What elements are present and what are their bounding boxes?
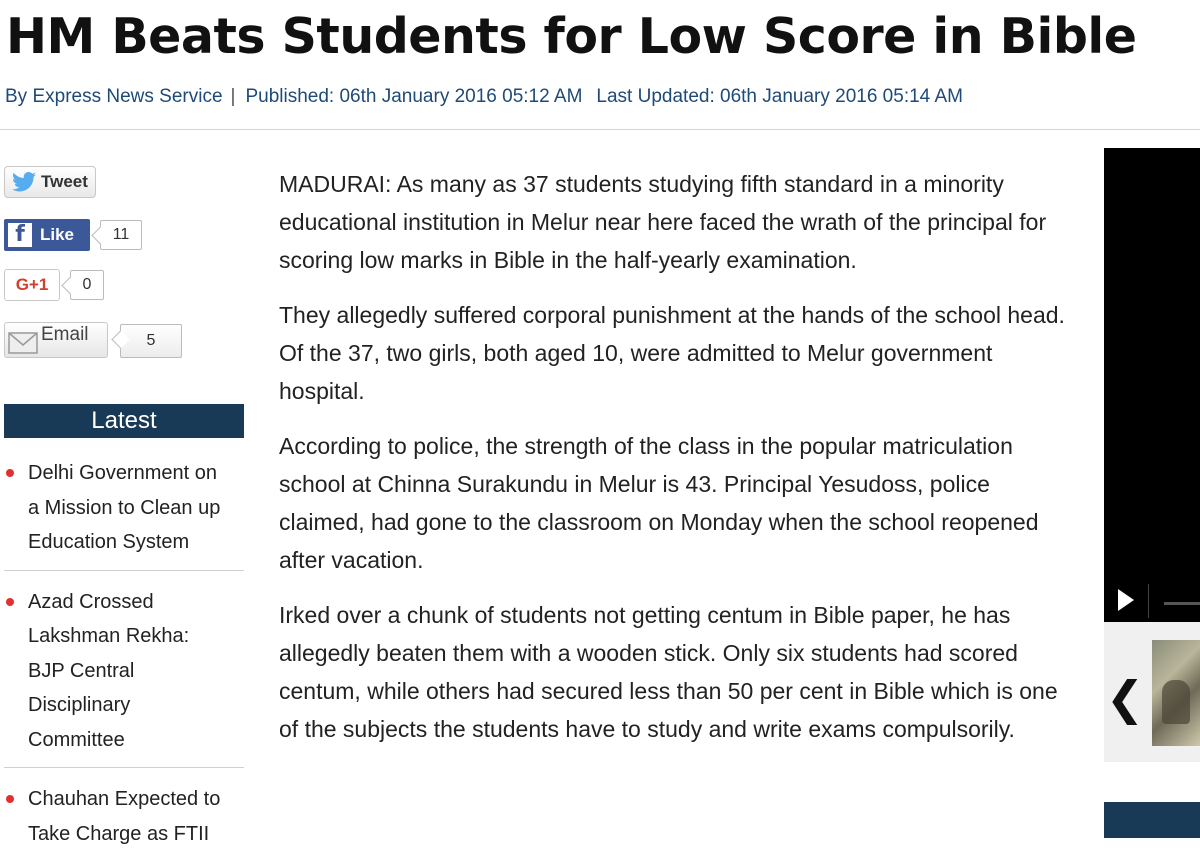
latest-item-line: Lakshman Rekha:: [28, 619, 244, 654]
latest-item-line: a Mission to Clean up: [28, 491, 244, 526]
byline-separator: |: [223, 86, 246, 107]
bullet-icon: [6, 598, 14, 606]
article-paragraph: According to police, the strength of the…: [279, 427, 1079, 579]
video-player[interactable]: [1104, 148, 1200, 622]
video-progress-bar[interactable]: [1164, 602, 1200, 605]
like-count: 11: [100, 220, 142, 250]
sidebar-widget-header: [1104, 802, 1200, 838]
bullet-icon: [6, 795, 14, 803]
email-button[interactable]: Email: [4, 322, 108, 358]
gplus-button[interactable]: G+1: [4, 269, 60, 301]
player-control-divider: [1148, 584, 1149, 618]
gplus-count: 0: [70, 270, 104, 300]
facebook-like-button[interactable]: f Like: [4, 219, 90, 251]
article-headline: HM Beats Students for Low Score in Bible: [6, 2, 1136, 72]
like-label: Like: [40, 225, 74, 245]
tweet-button[interactable]: Tweet: [4, 166, 96, 198]
latest-divider: [4, 767, 244, 768]
bullet-icon: [6, 469, 14, 477]
article-paragraph: Irked over a chunk of students not getti…: [279, 596, 1079, 748]
email-label: Email: [41, 324, 89, 346]
latest-item-line: Take Charge as FTII: [28, 817, 244, 851]
latest-item-line: Delhi Government on: [28, 456, 244, 491]
latest-item-line: Azad Crossed: [28, 585, 244, 620]
updated-date: Last Updated: 06th January 2016 05:14 AM: [596, 86, 963, 107]
author-link[interactable]: By Express News Service: [5, 86, 223, 107]
envelope-icon: [8, 332, 38, 354]
header-divider: [0, 129, 1200, 130]
latest-item-line: Chauhan Expected to: [28, 782, 244, 817]
latest-heading: Latest: [4, 404, 244, 438]
article-paragraph: They allegedly suffered corporal punishm…: [279, 296, 1079, 410]
byline: By Express News Service|Published: 06th …: [5, 84, 963, 110]
play-icon[interactable]: [1118, 589, 1134, 611]
gplus-label: G+1: [16, 275, 49, 295]
twitter-bird-icon: [11, 172, 37, 192]
latest-item-line: Education System: [28, 525, 244, 560]
chevron-left-icon[interactable]: ❮: [1104, 670, 1146, 726]
article-paragraph: MADURAI: As many as 37 students studying…: [279, 165, 1079, 279]
latest-divider: [4, 570, 244, 571]
latest-item-line: BJP Central: [28, 654, 244, 689]
facebook-f-icon: f: [8, 223, 32, 247]
email-count: 5: [120, 324, 182, 358]
tweet-label: Tweet: [41, 172, 88, 192]
video-thumbnail[interactable]: [1152, 640, 1200, 746]
latest-item-line: Disciplinary: [28, 688, 244, 723]
published-date: Published: 06th January 2016 05:12 AM: [245, 86, 582, 107]
latest-item-line: Committee: [28, 723, 244, 758]
article-body: MADURAI: As many as 37 students studying…: [279, 165, 1079, 765]
